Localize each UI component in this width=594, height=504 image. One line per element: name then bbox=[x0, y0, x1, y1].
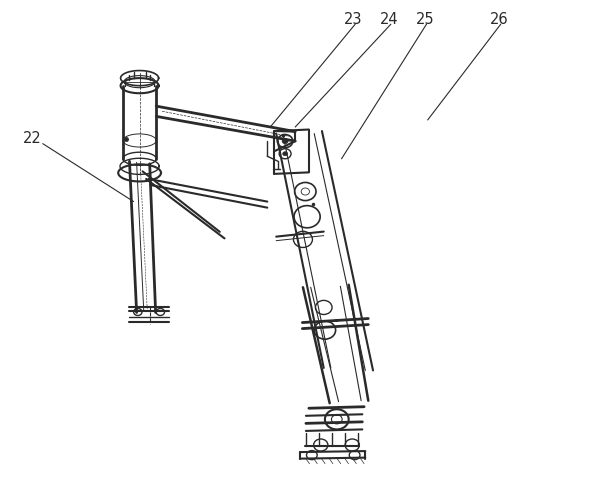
Text: 22: 22 bbox=[23, 131, 42, 146]
Text: 25: 25 bbox=[415, 12, 434, 27]
Text: 26: 26 bbox=[489, 12, 508, 27]
Text: 24: 24 bbox=[380, 12, 399, 27]
Text: 23: 23 bbox=[344, 12, 363, 27]
Circle shape bbox=[283, 152, 287, 156]
Circle shape bbox=[282, 139, 288, 144]
